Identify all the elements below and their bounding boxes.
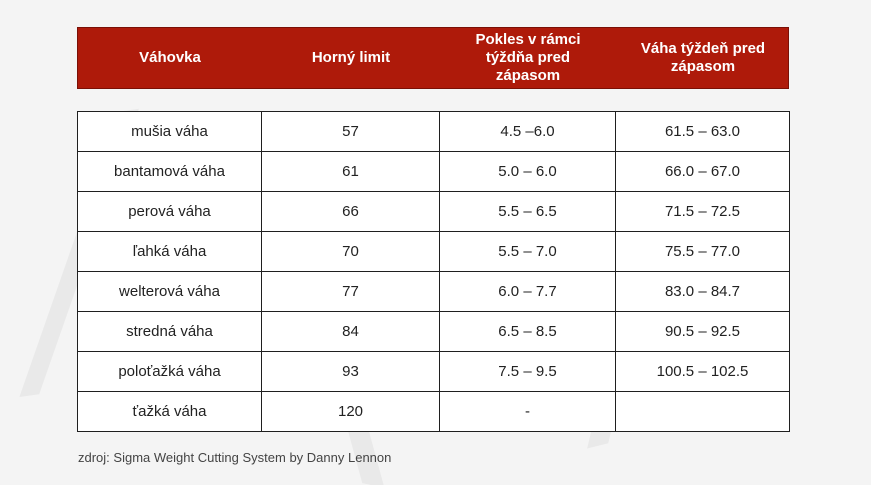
weight-class-cell: bantamová váha [77, 151, 262, 192]
header-cell-horny-limit: Horný limit [311, 49, 391, 66]
upper-limit-cell: 57 [261, 111, 440, 152]
upper-limit-cell: 70 [261, 231, 440, 272]
weekly-drop-cell: 5.0 – 6.0 [439, 151, 616, 192]
week-before-weight-cell [615, 391, 790, 432]
source-caption: zdroj: Sigma Weight Cutting System by Da… [78, 450, 392, 465]
table-row: perová váha 66 5.5 – 6.5 71.5 – 72.5 [77, 191, 790, 232]
week-before-weight-cell: 61.5 – 63.0 [615, 111, 790, 152]
weekly-drop-cell: 5.5 – 6.5 [439, 191, 616, 232]
week-before-weight-cell: 71.5 – 72.5 [615, 191, 790, 232]
week-before-weight-cell: 75.5 – 77.0 [615, 231, 790, 272]
table-row: poloťažká váha 93 7.5 – 9.5 100.5 – 102.… [77, 351, 790, 392]
weight-class-cell: stredná váha [77, 311, 262, 352]
weight-class-cell: welterová váha [77, 271, 262, 312]
week-before-weight-cell: 90.5 – 92.5 [615, 311, 790, 352]
table-row: ľahká váha 70 5.5 – 7.0 75.5 – 77.0 [77, 231, 790, 272]
upper-limit-cell: 93 [261, 351, 440, 392]
weekly-drop-cell: - [439, 391, 616, 432]
upper-limit-cell: 77 [261, 271, 440, 312]
upper-limit-cell: 120 [261, 391, 440, 432]
weekly-drop-cell: 6.0 – 7.7 [439, 271, 616, 312]
week-before-weight-cell: 66.0 – 67.0 [615, 151, 790, 192]
weekly-drop-cell: 4.5 –6.0 [439, 111, 616, 152]
header-cell-pokles: Pokles v rámci týždňa pred zápasom [475, 31, 581, 84]
table-row: mušia váha 57 4.5 –6.0 61.5 – 63.0 [77, 111, 790, 152]
weight-class-cell: ľahká váha [77, 231, 262, 272]
weight-class-cell: poloťažká váha [77, 351, 262, 392]
weekly-drop-cell: 7.5 – 9.5 [439, 351, 616, 392]
weight-class-cell: mušia váha [77, 111, 262, 152]
table-header: Váhovka Horný limit Pokles v rámci týždň… [77, 27, 789, 89]
table-row: ťažká váha 120 - [77, 391, 790, 432]
table-row: welterová váha 77 6.0 – 7.7 83.0 – 84.7 [77, 271, 790, 312]
upper-limit-cell: 66 [261, 191, 440, 232]
weekly-drop-cell: 5.5 – 7.0 [439, 231, 616, 272]
table-row: bantamová váha 61 5.0 – 6.0 66.0 – 67.0 [77, 151, 790, 192]
header-cell-vaha-tyzden: Váha týždeň pred zápasom [640, 40, 766, 75]
header-cell-vahovka: Váhovka [139, 49, 201, 66]
upper-limit-cell: 61 [261, 151, 440, 192]
weight-class-cell: ťažká váha [77, 391, 262, 432]
table-row: stredná váha 84 6.5 – 8.5 90.5 – 92.5 [77, 311, 790, 352]
week-before-weight-cell: 83.0 – 84.7 [615, 271, 790, 312]
week-before-weight-cell: 100.5 – 102.5 [615, 351, 790, 392]
weekly-drop-cell: 6.5 – 8.5 [439, 311, 616, 352]
upper-limit-cell: 84 [261, 311, 440, 352]
weight-class-table: mušia váha 57 4.5 –6.0 61.5 – 63.0 banta… [77, 111, 790, 432]
weight-class-cell: perová váha [77, 191, 262, 232]
